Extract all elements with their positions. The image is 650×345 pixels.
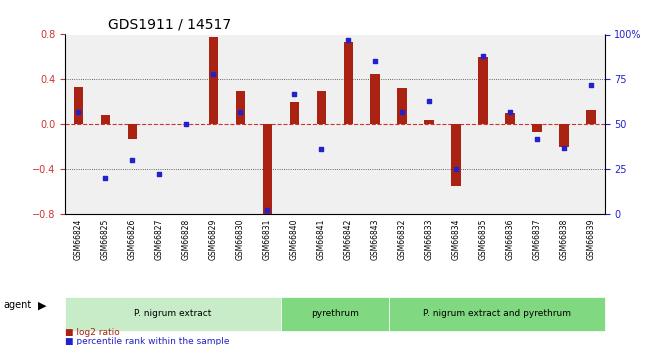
Bar	[127, 124, 137, 139]
Bar	[505, 113, 515, 124]
Bar	[101, 115, 111, 124]
Bar	[559, 124, 569, 147]
Text: P. nigrum extract: P. nigrum extract	[134, 309, 212, 318]
Bar	[586, 110, 596, 124]
Text: ■ percentile rank within the sample: ■ percentile rank within the sample	[65, 337, 229, 345]
Point	[181, 121, 192, 127]
Point	[154, 172, 164, 177]
Point	[451, 166, 462, 172]
Bar	[317, 90, 326, 124]
Bar	[397, 88, 407, 124]
Point	[100, 175, 110, 181]
Point	[73, 109, 84, 115]
Point	[370, 59, 380, 64]
Point	[343, 37, 354, 43]
Bar	[235, 90, 245, 124]
Point	[262, 208, 272, 213]
Text: agent: agent	[3, 300, 31, 310]
Point	[478, 53, 488, 59]
Bar	[73, 87, 83, 124]
Point	[289, 91, 300, 97]
Bar	[532, 124, 542, 132]
Bar	[478, 57, 488, 124]
Point	[505, 109, 515, 115]
Point	[316, 147, 326, 152]
Point	[235, 109, 246, 115]
Bar	[289, 102, 299, 124]
Point	[397, 109, 408, 115]
Bar	[370, 74, 380, 124]
Point	[532, 136, 542, 141]
Text: pyrethrum: pyrethrum	[311, 309, 359, 318]
Point	[424, 98, 434, 104]
Bar	[424, 120, 434, 124]
Text: ▶: ▶	[38, 300, 46, 310]
Text: GDS1911 / 14517: GDS1911 / 14517	[108, 18, 231, 32]
Bar	[451, 124, 461, 186]
Bar	[209, 37, 218, 124]
Point	[559, 145, 569, 150]
Text: ■ log2 ratio: ■ log2 ratio	[65, 328, 120, 337]
Point	[208, 71, 218, 77]
Bar	[343, 42, 353, 124]
Point	[586, 82, 596, 88]
Text: P. nigrum extract and pyrethrum: P. nigrum extract and pyrethrum	[422, 309, 571, 318]
Point	[127, 157, 138, 163]
Bar	[263, 124, 272, 219]
